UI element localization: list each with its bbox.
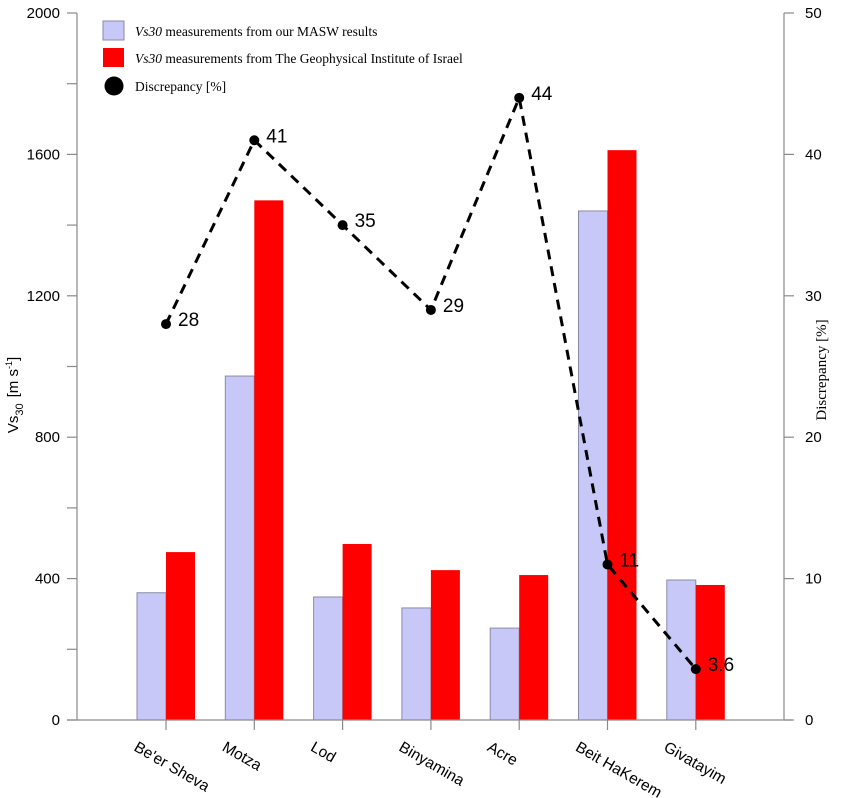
- bar-gii: [519, 575, 549, 720]
- legend-label-masw-italic: Vs30: [135, 24, 162, 39]
- discrepancy-point: [337, 220, 348, 231]
- right-tick-label: 10: [805, 571, 822, 588]
- bar-masw: [578, 210, 608, 721]
- ylabel-sub: 30: [14, 403, 26, 415]
- category-label: Motza: [219, 739, 264, 775]
- right-axis-title: Discrepancy [%]: [814, 319, 830, 420]
- discrepancy-label: 29: [443, 296, 464, 317]
- legend: Vs30 measurements from our MASW results …: [102, 20, 463, 96]
- right-tick-label: 20: [805, 429, 822, 446]
- category-label: Acre: [484, 739, 520, 770]
- category-label: Binyamina: [396, 739, 468, 790]
- category-label: Lod: [308, 739, 339, 767]
- legend-label-gii-rest: measurements from The Geophysical Instit…: [162, 51, 463, 66]
- discrepancy-label: 28: [178, 310, 199, 331]
- legend-marker-discrepancy: [104, 76, 124, 96]
- category-label: Be'er Sheva: [131, 739, 213, 796]
- ylabel-units-close: ]: [5, 357, 22, 361]
- discrepancy-label: 11: [620, 550, 640, 571]
- bar-masw: [136, 592, 167, 721]
- bars-layer: [136, 150, 725, 721]
- bar-gii: [430, 570, 460, 720]
- discrepancy-label: 35: [355, 211, 376, 232]
- legend-label-masw: Vs30 measurements from our MASW results: [135, 24, 377, 39]
- left-tick-label: 1200: [27, 288, 60, 305]
- discrepancy-point: [514, 92, 525, 103]
- left-axis-title: Vs30 [m s-1]: [4, 357, 26, 433]
- ylabel-main: Vs: [5, 416, 22, 434]
- bar-masw: [401, 607, 432, 721]
- discrepancy-point: [690, 664, 701, 675]
- discrepancy-point: [161, 319, 171, 330]
- right-tick-label: 0: [805, 712, 813, 729]
- left-tick-label: 0: [52, 712, 60, 729]
- legend-swatch-gii: [103, 48, 124, 67]
- category-label: Beit HaKerem: [573, 739, 665, 798]
- bar-gii: [695, 584, 725, 720]
- discrepancy-point: [249, 135, 260, 146]
- legend-label-gii: Vs30 measurements from The Geophysical I…: [135, 51, 463, 66]
- right-tick-label: 50: [805, 5, 822, 22]
- left-tick-label: 400: [35, 571, 60, 588]
- discrepancy-label: 41: [266, 126, 287, 147]
- bar-gii: [342, 543, 372, 720]
- discrepancy-line-layer: 28 41 35 29 44 11 3.6: [161, 84, 734, 676]
- ylabel-units: [m s: [5, 369, 22, 397]
- bar-gii: [166, 552, 195, 720]
- discrepancy-point: [425, 304, 436, 315]
- category-label: Givatayim: [661, 739, 729, 788]
- right-tick-label: 30: [805, 288, 822, 305]
- bar-masw: [313, 596, 344, 721]
- discrepancy-label: 44: [531, 84, 553, 105]
- legend-label-masw-rest: measurements from our MASW results: [162, 24, 377, 39]
- right-tick-label: 40: [805, 146, 822, 163]
- discrepancy-label: 3.6: [708, 655, 734, 676]
- ylabel-units-sup: -1: [4, 361, 14, 369]
- legend-swatch-masw: [102, 20, 125, 41]
- bar-gii: [254, 200, 284, 721]
- left-tick-label: 1600: [27, 146, 60, 163]
- legend-label-discrepancy: Discrepancy [%]: [135, 79, 226, 94]
- legend-label-gii-italic: Vs30: [135, 51, 162, 66]
- left-tick-label: 800: [35, 429, 60, 446]
- bar-masw: [224, 375, 255, 721]
- bar-gii: [607, 150, 637, 720]
- bar-masw: [489, 627, 520, 721]
- left-tick-label: 2000: [27, 5, 60, 22]
- discrepancy-point: [602, 559, 613, 570]
